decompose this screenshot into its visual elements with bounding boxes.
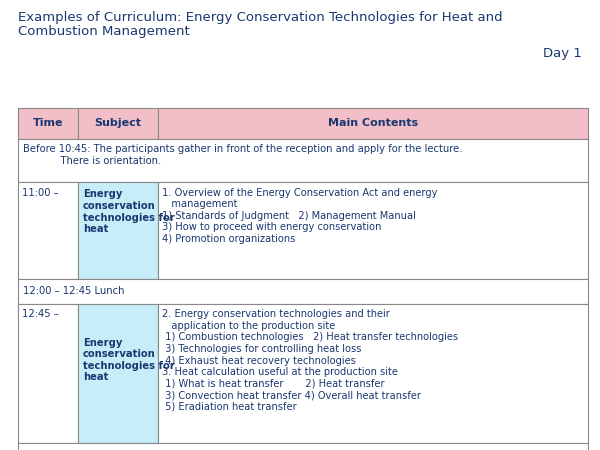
Text: Energy
conservation
technologies for
heat: Energy conservation technologies for hea… <box>83 189 175 234</box>
Text: Combustion Management: Combustion Management <box>18 25 190 38</box>
Text: 2. Energy conservation technologies and their
   application to the production s: 2. Energy conservation technologies and … <box>163 309 458 412</box>
Bar <box>18 139 588 182</box>
Text: Examples of Curriculum: Energy Conservation Technologies for Heat and: Examples of Curriculum: Energy Conservat… <box>18 11 503 24</box>
Text: Main Contents: Main Contents <box>328 118 418 128</box>
Bar <box>78 304 158 443</box>
Bar <box>158 182 588 279</box>
Text: Before 10:45: The participants gather in front of the reception and apply for th: Before 10:45: The participants gather in… <box>23 144 463 166</box>
Bar <box>18 304 78 443</box>
Text: 12:45 –: 12:45 – <box>22 309 58 319</box>
Bar <box>18 108 78 139</box>
Text: Day 1: Day 1 <box>543 47 582 60</box>
Text: Energy
conservation
technologies for
heat: Energy conservation technologies for hea… <box>83 338 175 382</box>
Bar <box>78 108 158 139</box>
Text: Subject: Subject <box>94 118 141 128</box>
Bar <box>78 182 158 279</box>
Bar <box>18 443 588 450</box>
Text: 1. Overview of the Energy Conservation Act and energy
   management
1) Standards: 1. Overview of the Energy Conservation A… <box>163 188 438 244</box>
Text: 12:00 – 12:45 Lunch: 12:00 – 12:45 Lunch <box>23 286 124 297</box>
Bar <box>158 304 588 443</box>
Bar <box>18 182 78 279</box>
Text: Time: Time <box>32 118 63 128</box>
Bar <box>158 108 588 139</box>
Bar <box>18 279 588 304</box>
Text: 11:00 –: 11:00 – <box>22 188 58 198</box>
